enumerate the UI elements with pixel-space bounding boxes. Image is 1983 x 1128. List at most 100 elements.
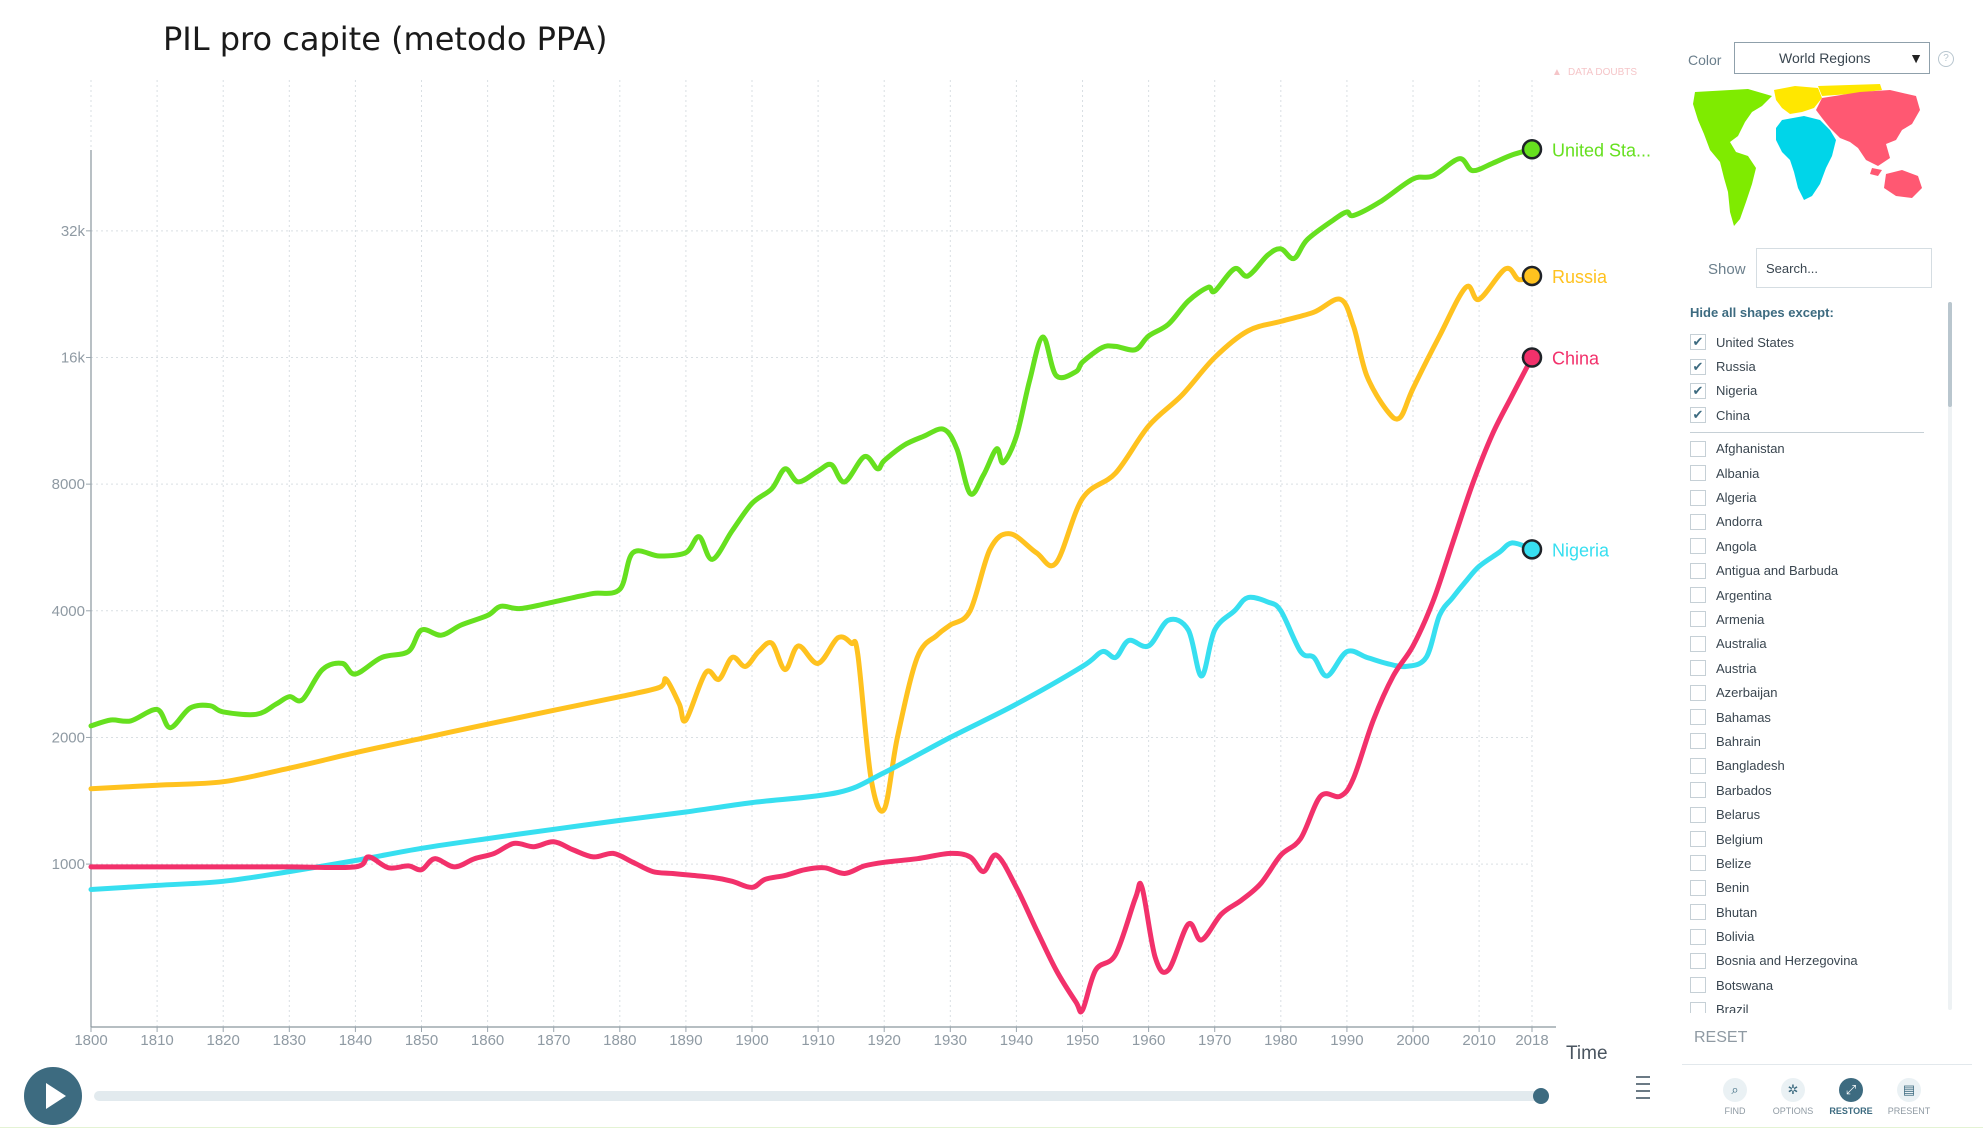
checkbox[interactable] <box>1690 513 1706 530</box>
checkbox[interactable] <box>1690 831 1706 847</box>
list-item[interactable]: Armenia <box>1690 607 1930 631</box>
series-label-united-states[interactable]: United Sta... <box>1552 140 1651 160</box>
series-line-china[interactable] <box>88 355 1535 1015</box>
list-item[interactable]: Belarus <box>1690 802 1930 826</box>
checkbox-checked[interactable]: ✔ <box>1690 334 1706 351</box>
list-scrollbar[interactable] <box>1948 302 1952 1010</box>
checkbox[interactable] <box>1690 733 1706 750</box>
list-item[interactable]: Algeria <box>1690 485 1930 509</box>
checkbox[interactable] <box>1690 928 1706 945</box>
x-tick-label: 1900 <box>735 1032 768 1049</box>
list-item[interactable]: Argentina <box>1690 583 1930 607</box>
series-end-marker-china[interactable] <box>1521 347 1543 368</box>
list-item[interactable]: Bolivia <box>1690 924 1930 948</box>
checkbox[interactable] <box>1690 538 1706 555</box>
series-label-nigeria[interactable]: Nigeria <box>1552 540 1610 560</box>
checkbox[interactable] <box>1690 977 1706 994</box>
speed-icon[interactable] <box>1636 1076 1650 1106</box>
restore-button[interactable]: ⤢ RESTORE <box>1822 1078 1880 1116</box>
x-tick-label: 1870 <box>537 1032 570 1049</box>
list-item[interactable]: Azerbaijan <box>1690 680 1930 704</box>
checkbox[interactable] <box>1690 635 1706 652</box>
checkbox[interactable] <box>1690 904 1706 921</box>
list-item[interactable]: Albania <box>1690 461 1930 485</box>
map-region-africa[interactable] <box>1776 116 1836 200</box>
list-item[interactable]: Botswana <box>1690 973 1930 997</box>
checkbox[interactable] <box>1690 611 1706 628</box>
list-item[interactable]: Bangladesh <box>1690 754 1930 778</box>
list-item[interactable]: Belgium <box>1690 827 1930 851</box>
series-line-nigeria[interactable] <box>88 540 1535 892</box>
y-tick-label: 1000 <box>52 856 85 873</box>
list-item[interactable]: Antigua and Barbuda <box>1690 559 1930 583</box>
checkbox[interactable] <box>1690 782 1706 799</box>
list-item[interactable]: Brazil <box>1690 998 1930 1013</box>
color-select[interactable]: World Regions ▼ <box>1734 42 1930 74</box>
list-item[interactable]: ✔ United States <box>1690 330 1930 354</box>
checkbox[interactable] <box>1690 562 1706 579</box>
series-line-united-states[interactable] <box>88 146 1535 731</box>
list-item[interactable]: Bahrain <box>1690 729 1930 753</box>
present-button[interactable]: ▤ PRESENT <box>1880 1078 1938 1116</box>
series-end-marker-nigeria[interactable] <box>1521 539 1543 560</box>
checkbox[interactable] <box>1690 1001 1706 1013</box>
list-item[interactable]: ✔ Nigeria <box>1690 379 1930 403</box>
help-icon[interactable]: ? <box>1938 51 1954 67</box>
list-item[interactable]: Barbados <box>1690 778 1930 802</box>
map-region-americas[interactable] <box>1693 89 1772 226</box>
list-item[interactable]: Afghanistan <box>1690 437 1930 461</box>
series-label-russia[interactable]: Russia <box>1552 267 1608 287</box>
divider <box>1682 1064 1972 1065</box>
series-line-russia[interactable] <box>88 265 1535 814</box>
x-tick-label: 1910 <box>801 1032 834 1049</box>
checkbox[interactable] <box>1690 465 1706 482</box>
list-item[interactable]: Bhutan <box>1690 900 1930 924</box>
checkbox-checked[interactable]: ✔ <box>1690 382 1706 399</box>
checkbox[interactable] <box>1690 440 1706 457</box>
checkbox[interactable] <box>1690 952 1706 969</box>
checkbox[interactable] <box>1690 879 1706 896</box>
list-item[interactable]: Belize <box>1690 851 1930 875</box>
list-item[interactable]: Austria <box>1690 656 1930 680</box>
list-scrollbar-thumb[interactable] <box>1948 302 1952 407</box>
gear-icon: ✲ <box>1781 1078 1805 1102</box>
list-item-label: Belarus <box>1716 807 1761 823</box>
checkbox-checked[interactable]: ✔ <box>1690 358 1706 375</box>
checkbox-checked[interactable]: ✔ <box>1690 407 1706 424</box>
x-tick-label: 1920 <box>868 1032 901 1049</box>
restore-label: RESTORE <box>1829 1106 1873 1116</box>
play-button[interactable] <box>24 1067 82 1125</box>
checkbox[interactable] <box>1690 806 1706 823</box>
options-button[interactable]: ✲ OPTIONS <box>1764 1078 1822 1116</box>
list-item[interactable]: Bahamas <box>1690 705 1930 729</box>
map-region-asia[interactable] <box>1816 90 1920 166</box>
list-item[interactable]: Andorra <box>1690 510 1930 534</box>
list-item[interactable]: Benin <box>1690 876 1930 900</box>
time-slider-handle[interactable] <box>1533 1088 1549 1104</box>
series-label-china[interactable]: China <box>1552 348 1600 368</box>
checkbox[interactable] <box>1690 709 1706 726</box>
list-item[interactable]: Bosnia and Herzegovina <box>1690 949 1930 973</box>
list-item[interactable]: ✔ Russia <box>1690 354 1930 378</box>
world-regions-map[interactable] <box>1690 84 1930 234</box>
data-doubts-notice[interactable]: DATA DOUBTS <box>1568 67 1637 78</box>
reset-button[interactable]: RESET <box>1694 1029 1748 1046</box>
list-item[interactable]: Angola <box>1690 534 1930 558</box>
search-input[interactable] <box>1756 248 1932 288</box>
series-end-marker-united-states[interactable] <box>1521 139 1543 160</box>
checkbox[interactable] <box>1690 489 1706 506</box>
series-end-marker-russia[interactable] <box>1521 265 1543 287</box>
checkbox[interactable] <box>1690 587 1706 604</box>
list-item-label: Bosnia and Herzegovina <box>1716 953 1858 969</box>
checkbox[interactable] <box>1690 757 1706 774</box>
checkbox[interactable] <box>1690 660 1706 677</box>
time-slider-track[interactable] <box>94 1091 1540 1101</box>
list-item[interactable]: ✔ China <box>1690 403 1930 427</box>
find-button[interactable]: ⌕ FIND <box>1706 1078 1764 1116</box>
list-item[interactable]: Australia <box>1690 632 1930 656</box>
checkbox[interactable] <box>1690 855 1706 872</box>
x-tick-label: 1820 <box>207 1032 240 1049</box>
map-region-europe[interactable] <box>1774 86 1822 114</box>
x-tick-label: 1940 <box>1000 1032 1033 1049</box>
checkbox[interactable] <box>1690 684 1706 701</box>
